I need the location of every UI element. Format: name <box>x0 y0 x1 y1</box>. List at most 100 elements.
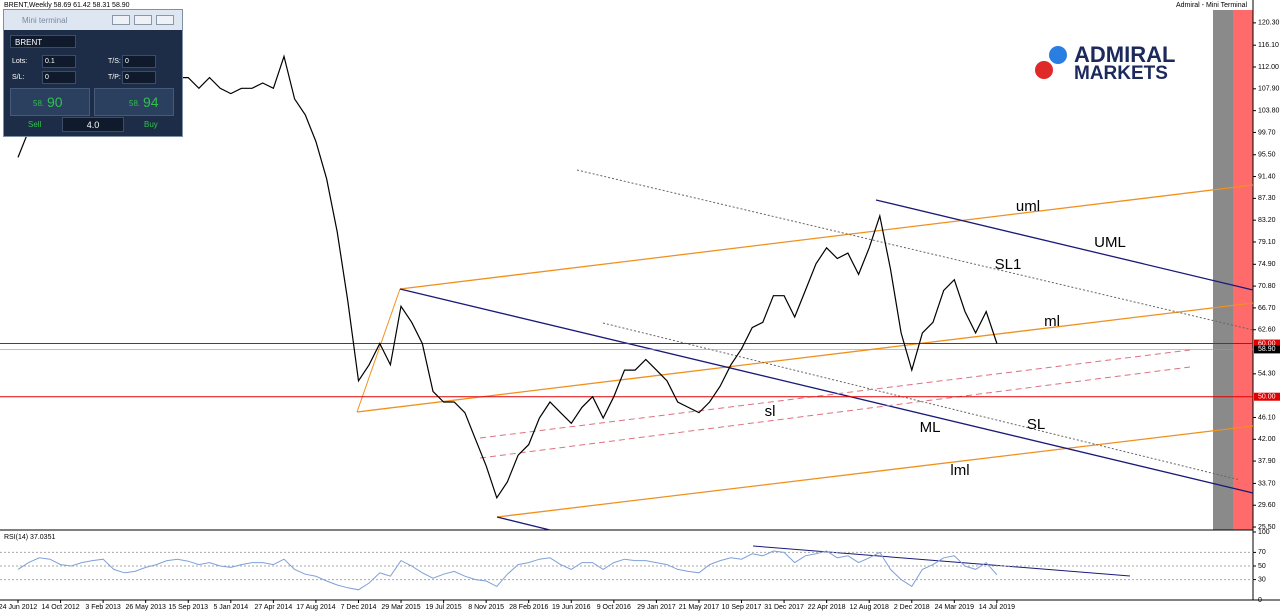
trendline <box>356 288 401 413</box>
price-prefix: 58. <box>129 99 141 108</box>
y-tick-label: 103.80 <box>1258 107 1280 114</box>
x-tick-label: 24 Jun 2012 <box>0 604 37 611</box>
trendline <box>356 302 1254 413</box>
x-tick-label: 29 Jan 2017 <box>637 604 676 611</box>
grey-zone <box>1213 10 1233 530</box>
minimize-button[interactable] <box>112 15 130 25</box>
value: 0.1 <box>45 58 55 65</box>
annotation: ML <box>920 419 941 436</box>
y-tick-label: 116.10 <box>1258 42 1279 49</box>
y-tick-label: 70.80 <box>1258 283 1276 290</box>
x-tick-label: 14 Oct 2012 <box>41 604 79 611</box>
level-label: 50.00 <box>1258 394 1276 401</box>
trendline <box>496 425 1254 518</box>
close-button[interactable] <box>156 15 174 25</box>
trendline <box>875 199 1254 291</box>
x-tick-label: 24 Mar 2019 <box>935 604 974 611</box>
logo-dot <box>1049 46 1067 64</box>
y-tick-label: 0 <box>1258 597 1262 604</box>
terminal-header: Mini terminal <box>4 10 182 30</box>
annotation: UML <box>1094 234 1126 251</box>
y-tick-label: 37.90 <box>1258 458 1276 465</box>
y-tick-label: 66.70 <box>1258 305 1276 312</box>
trendline <box>399 184 1254 290</box>
y-tick-label: 33.70 <box>1258 480 1276 487</box>
terminal-title: Mini terminal <box>22 16 68 25</box>
label: Lots: <box>12 58 28 65</box>
y-tick-label: 100 <box>1258 529 1270 536</box>
value: 0 <box>125 58 129 65</box>
logo-dot <box>1035 61 1053 79</box>
sell-button[interactable]: 58. 90 <box>10 88 90 116</box>
x-tick-label: 31 Dec 2017 <box>764 604 804 611</box>
price-prefix: 58. <box>33 99 45 108</box>
y-tick-label: 70 <box>1258 549 1266 556</box>
trendline <box>399 288 1254 494</box>
tp-input[interactable]: 0 <box>122 71 156 84</box>
annotation: lml <box>950 462 969 479</box>
trendline <box>576 169 1254 331</box>
x-tick-label: 21 May 2017 <box>679 604 720 611</box>
y-tick-label: 95.50 <box>1258 152 1276 159</box>
x-tick-label: 3 Feb 2013 <box>85 604 121 611</box>
x-tick-label: 28 Feb 2016 <box>509 604 548 611</box>
y-tick-label: 112.00 <box>1258 64 1279 71</box>
x-tick-label: 19 Jul 2015 <box>425 604 461 611</box>
buy-button[interactable]: 58. 94 <box>94 88 174 116</box>
annotation: uml <box>1016 198 1040 215</box>
x-tick-label: 14 Jul 2019 <box>979 604 1015 611</box>
y-tick-label: 87.30 <box>1258 195 1276 202</box>
x-tick-label: 15 Sep 2013 <box>168 604 208 611</box>
x-tick-label: 9 Oct 2016 <box>597 604 631 611</box>
spread: 4.0 <box>62 117 124 132</box>
buy-label[interactable]: Buy <box>144 120 158 129</box>
drawings <box>356 169 1254 577</box>
y-tick-label: 25.50 <box>1258 524 1276 531</box>
x-tick-label: 17 Aug 2014 <box>296 604 335 611</box>
logo-text: MARKETS <box>1074 63 1168 84</box>
red-zone <box>1233 10 1253 530</box>
y-tick-label: 46.10 <box>1258 414 1276 421</box>
x-tick-label: 12 Aug 2018 <box>850 604 889 611</box>
y-tick-label: 91.40 <box>1258 173 1276 180</box>
value: 0 <box>45 74 49 81</box>
y-tick-label: 107.90 <box>1258 86 1280 93</box>
sell-label[interactable]: Sell <box>28 120 42 129</box>
x-tick-label: 19 Jun 2016 <box>552 604 591 611</box>
y-tick-label: 62.60 <box>1258 327 1276 334</box>
value: 0 <box>125 74 129 81</box>
sl-input[interactable]: 0 <box>42 71 76 84</box>
y-tick-label: 79.10 <box>1258 239 1276 246</box>
y-tick-label: 42.00 <box>1258 436 1276 443</box>
trendline <box>479 366 1191 459</box>
price: 90 <box>47 94 63 110</box>
level-tag <box>1254 339 1280 348</box>
x-tick-label: 5 Jan 2014 <box>213 604 248 611</box>
last-price-tag <box>1254 345 1280 354</box>
value: 4.0 <box>86 120 100 130</box>
x-tick-label: 27 Apr 2014 <box>254 604 292 611</box>
last-price-label: 58.90 <box>1258 346 1276 353</box>
x-tick-label: 7 Dec 2014 <box>341 604 377 611</box>
ts-input[interactable]: 0 <box>122 55 156 68</box>
x-tick-label: 8 Nov 2015 <box>468 604 504 611</box>
mini-terminal: Mini terminal BRENT Lots: 0.1 T/S: 0 S/L… <box>3 9 183 137</box>
series-line <box>17 550 998 591</box>
lots-input[interactable]: 0.1 <box>42 55 76 68</box>
symbol-select[interactable]: BRENT <box>10 35 76 48</box>
level-label: 60.00 <box>1258 340 1276 347</box>
x-tick-label: 26 May 2013 <box>125 604 166 611</box>
y-tick-label: 30 <box>1258 576 1266 583</box>
annotation: sl <box>765 403 776 420</box>
x-tick-label: 22 Apr 2018 <box>808 604 846 611</box>
rsi-trendline <box>752 545 1131 577</box>
y-tick-label: 99.70 <box>1258 129 1276 136</box>
maximize-button[interactable] <box>134 15 152 25</box>
rsi-title: RSI(14) 37.0351 <box>4 534 55 541</box>
y-tick-label: 74.90 <box>1258 261 1276 268</box>
y-tick-label: 29.60 <box>1258 502 1276 509</box>
trendline <box>479 349 1191 439</box>
price: 94 <box>143 94 159 110</box>
annotation: ml <box>1044 313 1060 330</box>
